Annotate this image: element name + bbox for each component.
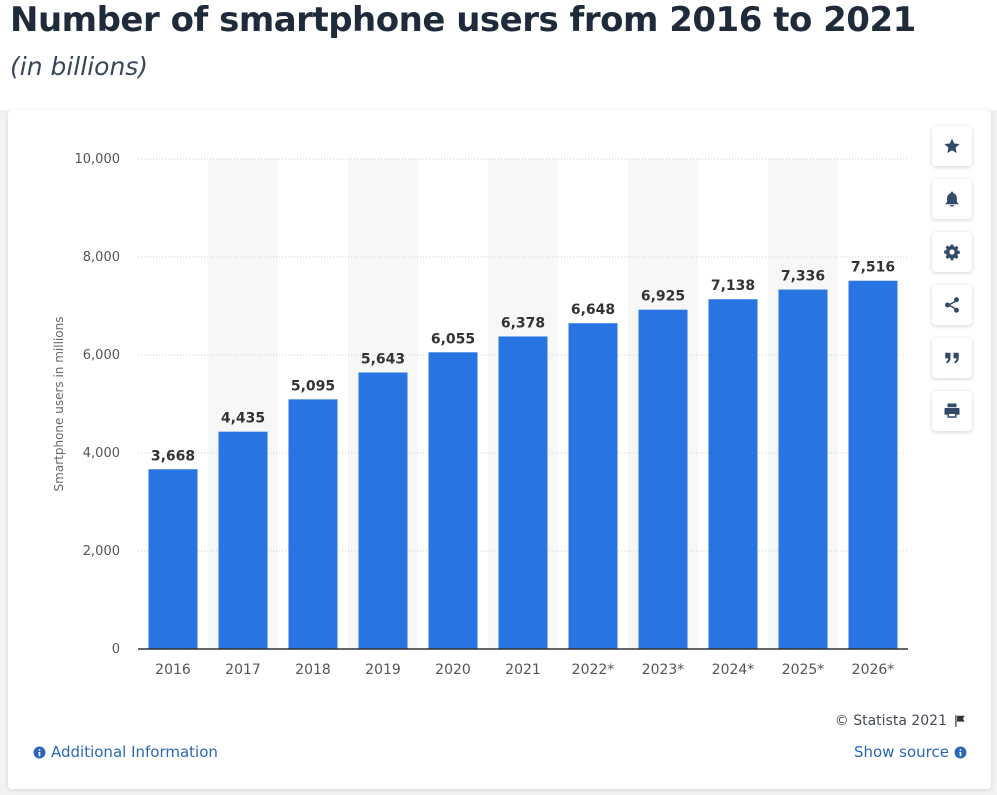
data-label: 5,095 <box>291 378 335 394</box>
favorite-button[interactable] <box>932 126 972 166</box>
x-tick-label: 2024* <box>712 662 755 678</box>
additional-information-link[interactable]: Additional Information <box>33 743 218 761</box>
bar <box>498 336 548 649</box>
bar-chart: 0 2,000 4,000 6,000 8,000 10,000 Smartphone us… <box>52 152 908 678</box>
y-tick-label: 10,000 <box>75 152 121 167</box>
quote-icon <box>945 352 959 364</box>
data-label: 6,925 <box>641 289 685 305</box>
x-tick-label: 2017 <box>225 662 261 678</box>
share-button[interactable] <box>932 285 972 325</box>
notification-button[interactable] <box>932 179 972 219</box>
settings-button[interactable] <box>932 232 972 272</box>
x-tick-label: 2022* <box>572 662 615 678</box>
bar <box>218 431 268 649</box>
print-icon <box>944 403 960 418</box>
y-axis-title: Smartphone users in millions <box>52 317 66 492</box>
data-label: 5,643 <box>361 351 405 367</box>
y-tick-label: 2,000 <box>83 544 120 559</box>
data-label: 6,648 <box>571 302 615 318</box>
info-icon <box>33 746 46 758</box>
chart-card: 0 2,000 4,000 6,000 8,000 10,000 Smartphone us… <box>8 110 991 789</box>
x-tick-label: 2021 <box>505 662 541 678</box>
bar <box>288 399 338 649</box>
copyright-text: © Statista 2021 <box>834 713 947 729</box>
data-label: 7,138 <box>711 278 755 294</box>
show-source-link[interactable]: Show source <box>854 743 967 761</box>
data-label: 7,336 <box>781 269 825 285</box>
y-tick-label: 8,000 <box>83 250 120 265</box>
bar <box>708 299 758 649</box>
x-tick-label: 2023* <box>642 662 685 678</box>
x-tick-label: 2025* <box>782 662 825 678</box>
x-tick-label: 2026* <box>852 662 895 678</box>
star-icon <box>944 138 960 154</box>
bar <box>148 469 198 649</box>
y-tick-label: 4,000 <box>83 446 120 461</box>
page-subtitle: (in billions) <box>10 52 149 81</box>
show-source-label: Show source <box>853 743 949 761</box>
cite-button[interactable] <box>932 338 972 378</box>
copyright: © Statista 2021 <box>835 713 967 729</box>
bar <box>848 280 898 649</box>
data-label: 3,668 <box>151 448 195 464</box>
bar <box>638 309 688 649</box>
y-tick-label: 6,000 <box>83 348 120 363</box>
x-tick-label: 2018 <box>295 662 331 678</box>
data-label: 6,055 <box>431 331 475 347</box>
print-button[interactable] <box>932 391 972 431</box>
gear-icon <box>944 244 960 261</box>
page-header: Number of smartphone users from 2016 to … <box>0 0 997 110</box>
x-tick-label: 2019 <box>365 662 401 678</box>
additional-information-label: Additional Information <box>51 743 218 761</box>
x-tick-label: 2016 <box>155 662 191 678</box>
chart-toolbar <box>932 126 972 444</box>
data-label: 6,378 <box>501 315 545 331</box>
bell-icon <box>945 191 959 207</box>
share-icon <box>945 297 959 313</box>
page-title: Number of smartphone users from 2016 to … <box>10 0 916 40</box>
y-tick-label: 0 <box>112 642 120 657</box>
x-tick-label: 2020 <box>435 662 471 678</box>
info-icon <box>954 746 967 758</box>
data-label: 4,435 <box>221 411 265 427</box>
flag-icon[interactable] <box>953 714 967 728</box>
data-label: 7,516 <box>851 260 895 276</box>
bar <box>568 323 618 649</box>
bar <box>358 372 408 649</box>
bar <box>428 352 478 649</box>
bar <box>778 289 828 649</box>
